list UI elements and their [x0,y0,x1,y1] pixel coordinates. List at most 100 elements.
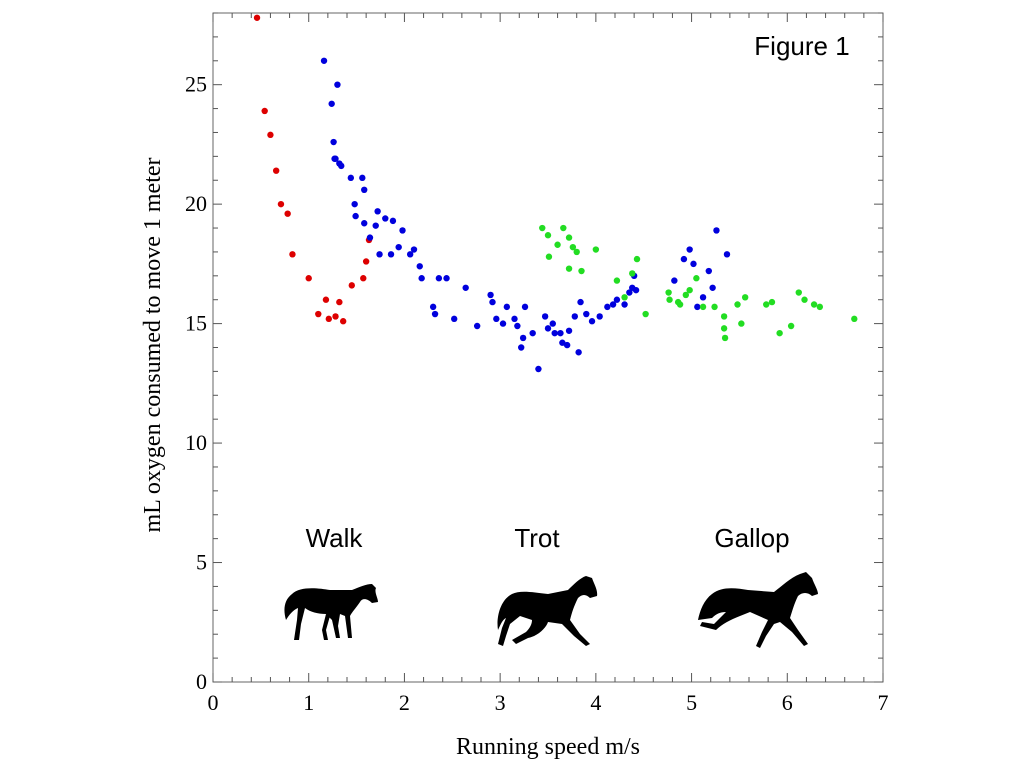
data-point [795,289,802,296]
data-point [362,258,370,265]
data-point [686,246,693,253]
data-point [741,294,749,301]
data-point [503,303,511,311]
data-point [549,320,556,327]
data-point [613,277,621,284]
data-point [443,275,450,282]
data-point [473,322,481,330]
data-point [347,174,355,182]
data-point [451,315,458,323]
horse-walk-icon [284,584,378,640]
data-point [372,222,379,229]
data-point [559,339,566,346]
data-point [284,210,291,217]
data-point [665,289,672,296]
horse-gallop-icon [698,572,818,648]
data-point [554,241,561,248]
data-point [325,315,333,323]
data-point [514,322,521,330]
data-point [626,289,633,296]
data-point [351,200,358,208]
data-point [399,227,406,234]
data-point [633,255,641,263]
data-point [573,248,580,256]
data-point [768,298,776,306]
data-point [705,267,712,275]
data-point [545,253,553,260]
data-point [289,251,296,258]
data-point [389,217,397,225]
plot-area-border [212,12,884,683]
data-point [322,296,330,303]
x-tick-label: 0 [208,690,219,715]
data-point [395,243,402,251]
data-point [816,303,824,311]
data-point [487,291,494,299]
data-point [583,310,590,318]
data-point [565,265,573,272]
data-point [557,329,564,337]
data-point [382,215,389,222]
annotation-walk: Walk [306,523,364,553]
data-point [376,251,383,258]
data-point [261,107,268,115]
data-point [499,320,507,327]
data-point [801,296,808,303]
y-tick-label: 0 [196,669,207,694]
data-point [575,349,582,356]
data-point [632,286,640,294]
data-point [720,325,728,332]
y-tick-label: 15 [185,311,207,336]
data-point [763,301,770,308]
data-point [410,246,418,253]
data-point [565,234,573,241]
data-point [544,232,552,239]
data-point [709,284,716,291]
horse-trot-icon [497,576,598,646]
data-point [541,313,549,320]
data-point [352,212,359,220]
data-point [416,263,423,270]
x-tick-label: 2 [399,690,410,715]
plot-frame [212,12,884,683]
x-tick-label: 1 [303,690,314,715]
data-point [334,81,341,88]
x-axis-title: Running speed m/s [456,734,640,760]
y-tick-label: 10 [185,430,207,455]
data-point [361,186,368,194]
data-point [272,167,280,174]
data-point [571,313,578,320]
data-point [535,365,542,373]
data-point [596,313,603,320]
data-point [720,313,728,320]
data-point [315,310,322,318]
data-point [332,313,339,320]
data-point [666,296,673,303]
data-point [320,57,328,64]
data-point [694,303,701,311]
y-tick-label: 25 [185,72,207,97]
axis-ticks: 0 1 2 3 4 5 6 7 0 5 10 15 20 25 [185,12,889,715]
data-point [563,341,571,349]
data-point [429,303,437,311]
y-tick-label: 20 [185,191,207,216]
data-point [621,294,628,301]
data-point [686,286,693,294]
data-point [489,298,496,306]
data-point [642,310,649,318]
x-tick-label: 7 [878,690,889,715]
data-point [361,220,368,227]
data-point [435,275,443,282]
data-point [676,301,684,308]
annotation-figure-1: Figure 1 [754,31,849,61]
data-point [787,322,795,330]
data-point [690,260,697,268]
data-point [693,275,700,282]
data-point [588,318,596,325]
data-point [462,284,469,291]
data-point [699,303,707,311]
data-point [560,224,567,232]
data-point [406,251,414,258]
data-point [713,227,720,234]
